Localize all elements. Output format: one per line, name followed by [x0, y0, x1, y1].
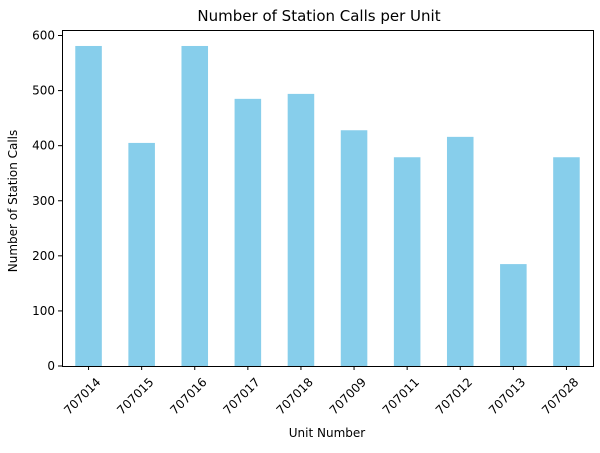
- y-axis-ticks: 0 100 200 300 400 500 600: [32, 29, 62, 373]
- bar-707013: [500, 264, 527, 366]
- bar-707017: [234, 98, 262, 366]
- bar-707028: [553, 157, 580, 366]
- x-tick-label: 707011: [380, 375, 422, 417]
- y-tick-label: 0: [47, 359, 55, 373]
- plot-frame: [62, 30, 594, 367]
- bar-707012: [446, 136, 474, 366]
- x-axis-label: Unit Number: [289, 426, 366, 440]
- x-tick-label: 707012: [433, 375, 475, 417]
- y-tick-label: 100: [32, 304, 55, 318]
- x-tick-label: 707014: [61, 375, 103, 417]
- x-axis-ticks: 707014 707015 707016 707017 707018 707009 7070…: [61, 366, 581, 417]
- y-tick-label: 300: [32, 194, 55, 208]
- y-axis-label: Number of Station Calls: [6, 130, 20, 273]
- bar-707015: [128, 142, 155, 366]
- chart-title: Number of Station Calls per Unit: [197, 7, 440, 25]
- bar-707009: [340, 130, 368, 366]
- y-tick-label: 400: [32, 139, 55, 153]
- y-tick-label: 600: [32, 29, 55, 43]
- y-tick-label: 200: [32, 249, 55, 263]
- bars-group: [75, 45, 580, 367]
- x-tick-label: 707013: [486, 375, 528, 417]
- bar-707011: [393, 157, 421, 366]
- x-tick-label: 707028: [539, 375, 581, 417]
- x-tick-label: 707018: [274, 375, 316, 417]
- x-tick-label: 707017: [220, 375, 262, 417]
- bar-707014: [75, 45, 102, 367]
- bar-707016: [181, 45, 209, 367]
- bar-707018: [287, 93, 315, 366]
- y-tick-label: 500: [32, 84, 55, 98]
- x-tick-label: 707015: [114, 375, 156, 417]
- x-tick-label: 707016: [167, 375, 209, 417]
- x-tick-label: 707009: [327, 375, 369, 417]
